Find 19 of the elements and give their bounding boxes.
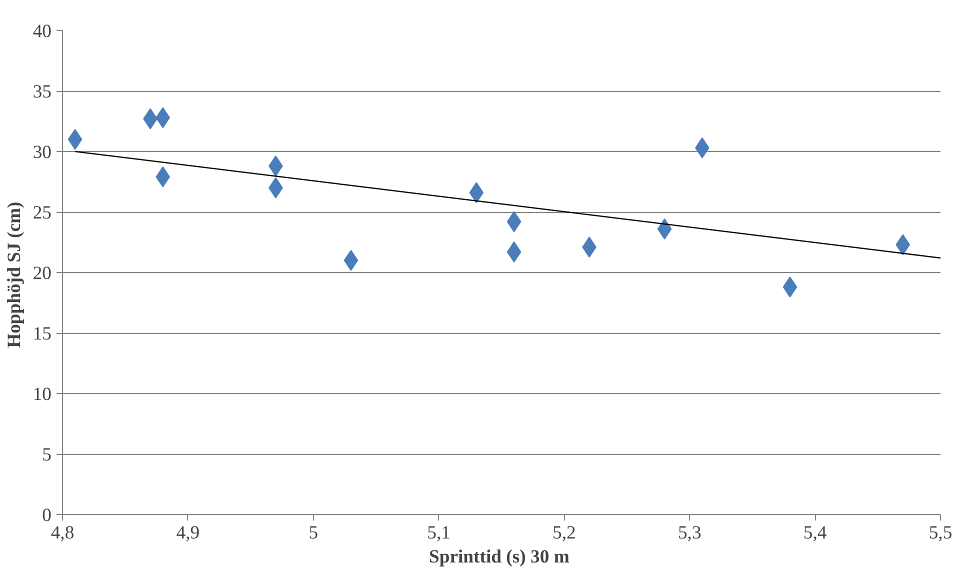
x-tick-label: 5,5 (928, 522, 952, 544)
x-tick-label: 5,1 (427, 522, 450, 544)
y-tick-label: 0 (42, 505, 52, 526)
y-tick-label: 30 (32, 142, 52, 163)
x-tick-label: 4,9 (176, 522, 200, 544)
y-tick-label: 5 (42, 444, 52, 466)
x-tick-label: 5 (308, 522, 318, 544)
y-tick-label: 40 (32, 21, 52, 42)
x-axis-title: Sprinttid (s) 30 m (428, 546, 570, 568)
y-tick-label: 10 (32, 384, 52, 405)
x-tick-label: 5,2 (552, 522, 576, 544)
y-tick-label: 25 (32, 202, 52, 224)
y-tick-label: 15 (32, 324, 52, 344)
x-tick-label: 5,4 (803, 522, 828, 544)
y-tick-label: 35 (32, 82, 52, 102)
x-tick-label: 4,8 (50, 522, 74, 544)
y-axis-title: Hopphöjd SJ (cm) (4, 202, 25, 348)
x-tick-label: 5,3 (678, 522, 702, 544)
y-tick-label: 20 (32, 263, 52, 284)
